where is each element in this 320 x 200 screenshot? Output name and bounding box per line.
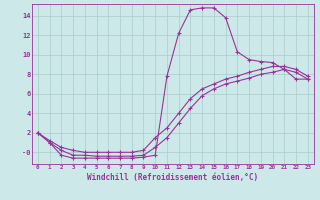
- X-axis label: Windchill (Refroidissement éolien,°C): Windchill (Refroidissement éolien,°C): [87, 173, 258, 182]
